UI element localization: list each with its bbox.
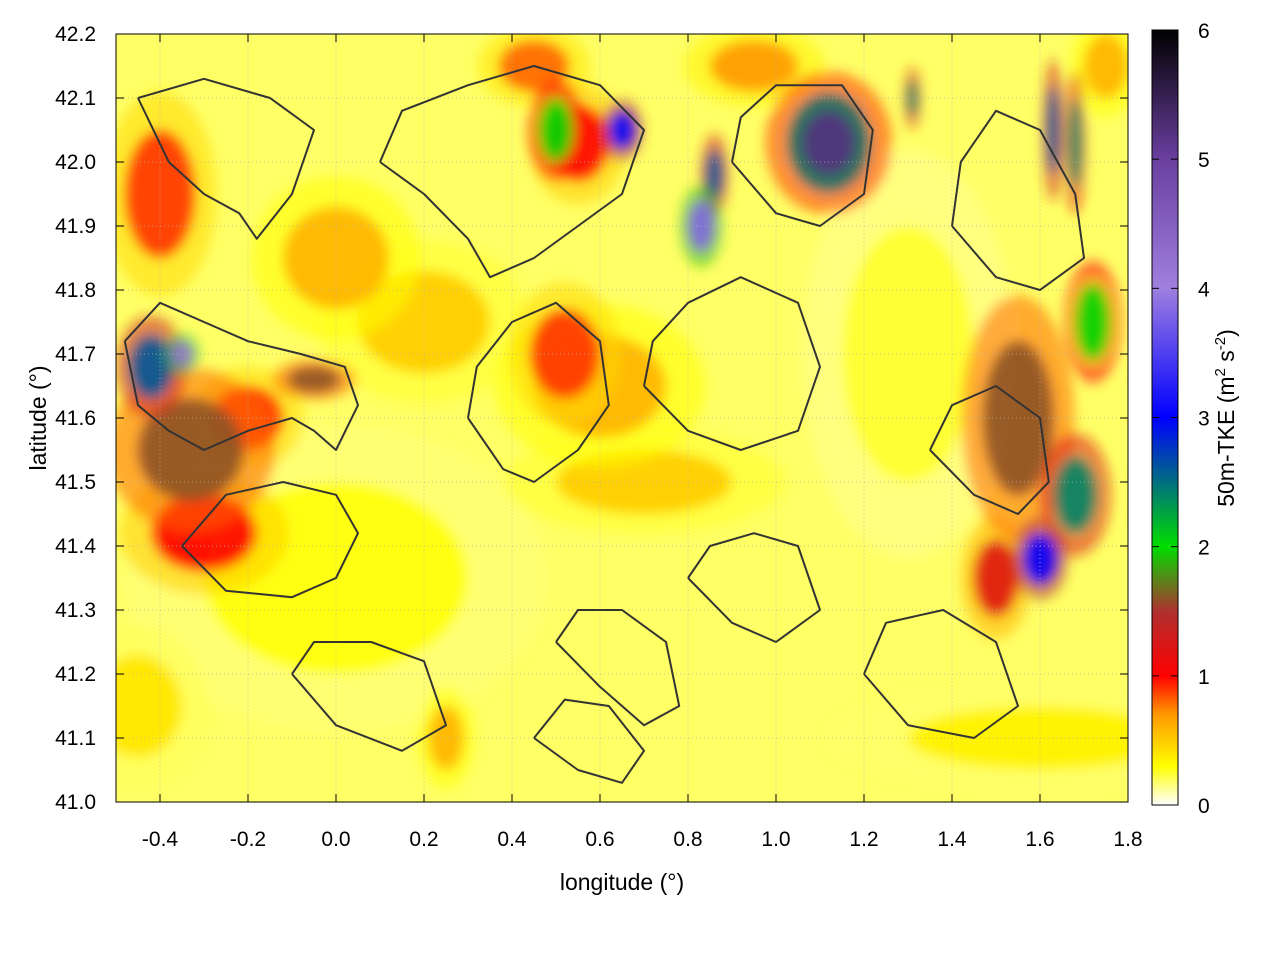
y-tick-label: 41.4 (55, 535, 96, 558)
y-tick-label: 41.9 (55, 215, 96, 238)
heatmap-blob (287, 366, 341, 393)
x-tick-label: -0.2 (230, 828, 266, 851)
y-tick-label: 41.5 (55, 471, 96, 494)
heatmap-blob (129, 334, 174, 399)
heatmap-blob (688, 200, 715, 252)
terrain-contour-line (687, 532, 821, 643)
colorbar-tick-label: 5 (1198, 149, 1210, 172)
heatmap-blob (802, 110, 856, 175)
heatmap-blob (138, 398, 244, 502)
heatmap-blob (1068, 98, 1082, 188)
y-tick-label: 41.1 (55, 727, 96, 750)
x-tick-label: 0.0 (321, 828, 350, 851)
x-axis-title: longitude (°) (560, 869, 684, 895)
terrain-contour-line (555, 609, 681, 727)
colorbar-label-sup2: -2 (1212, 337, 1229, 350)
y-tick-label: 42.1 (55, 87, 96, 110)
terrain-contour-line (379, 65, 645, 279)
colorbar-label-mid: s (1213, 350, 1239, 368)
heatmap-blob (1084, 34, 1128, 98)
terrain-contour-line (533, 698, 645, 784)
terrain-contour-line (929, 385, 1050, 515)
heatmap-blob (908, 706, 1128, 770)
terrain-contour-line (643, 276, 821, 451)
colorbar-label-text: 50m-TKE (m (1213, 376, 1239, 506)
x-tick-label: 0.2 (409, 828, 438, 851)
terrain-contour-line (951, 109, 1085, 291)
terrain-contour-line (137, 77, 315, 240)
terrain-contour-line (291, 641, 447, 752)
terrain-contour-line (863, 609, 1019, 739)
x-tick-label: -0.4 (142, 828, 179, 851)
x-tick-label: 1.4 (937, 828, 967, 851)
heatmap-blob (538, 98, 574, 162)
terrain-contour-line (181, 481, 359, 599)
y-tick-label: 41.0 (55, 791, 96, 814)
x-tick-label: 0.6 (585, 828, 614, 851)
y-tick-label: 41.7 (55, 343, 96, 366)
terrain-contour-line (123, 301, 359, 451)
heatmap-blob (1075, 283, 1111, 361)
x-axis: -0.4 -0.2 0.0 0.2 0.4 0.6 0.8 1.0 1.2 1.4 1.6 1.8 (142, 34, 1143, 851)
x-tick-label: 1.8 (1113, 828, 1142, 851)
colorbar-label-sup1: 2 (1212, 368, 1229, 376)
y-tick-label: 42.2 (55, 23, 96, 46)
heatmap-blob (116, 654, 182, 758)
y-tick-label: 41.8 (55, 279, 96, 302)
heatmap-blob (171, 341, 193, 367)
terrain-contour-line (731, 84, 874, 227)
x-tick-label: 1.6 (1025, 828, 1054, 851)
colorbar-tick-label: 3 (1198, 408, 1210, 431)
heatmap-blob (1053, 456, 1098, 534)
colorbar-label: 50m-TKE (m2 s-2) (1212, 329, 1239, 507)
heatmap-blob (608, 110, 636, 150)
colorbar-tick-label: 6 (1198, 20, 1210, 43)
colorbar-tick-label: 0 (1198, 795, 1210, 818)
y-tick-label: 41.3 (55, 599, 96, 622)
colorbar-tick-label: 4 (1198, 278, 1210, 301)
y-tick-label: 42.0 (55, 151, 96, 174)
colorbar-tick-label: 2 (1198, 537, 1210, 560)
colorbar-label-end: ) (1213, 329, 1239, 337)
heatmap-blob (705, 149, 724, 201)
colorbar-ticks: 0 1 2 3 4 5 6 (1152, 20, 1210, 818)
heatmap-blob (982, 341, 1054, 495)
y-axis: 41.0 41.1 41.2 41.3 41.4 41.5 41.6 41.7 41.8 41.9… (55, 23, 1128, 814)
heatmap-layer (116, 34, 1128, 790)
terrain-contour-line (467, 301, 610, 483)
x-tick-label: 1.2 (849, 828, 878, 851)
terrain-contours (123, 65, 1085, 784)
x-tick-label: 0.4 (497, 828, 527, 851)
y-axis-title: latitude (°) (25, 365, 51, 470)
heatmap-blob (710, 40, 798, 92)
heatmap-blob (1046, 85, 1060, 175)
colorbar-tick-label: 1 (1198, 666, 1210, 689)
x-tick-label: 0.8 (673, 828, 702, 851)
heatmap-blob (428, 706, 464, 770)
plot-area (115, 33, 1129, 803)
y-tick-label: 41.2 (55, 663, 96, 686)
x-tick-label: 1.0 (761, 828, 790, 851)
y-tick-label: 41.6 (55, 407, 96, 430)
heatmap-blob (974, 539, 1018, 617)
